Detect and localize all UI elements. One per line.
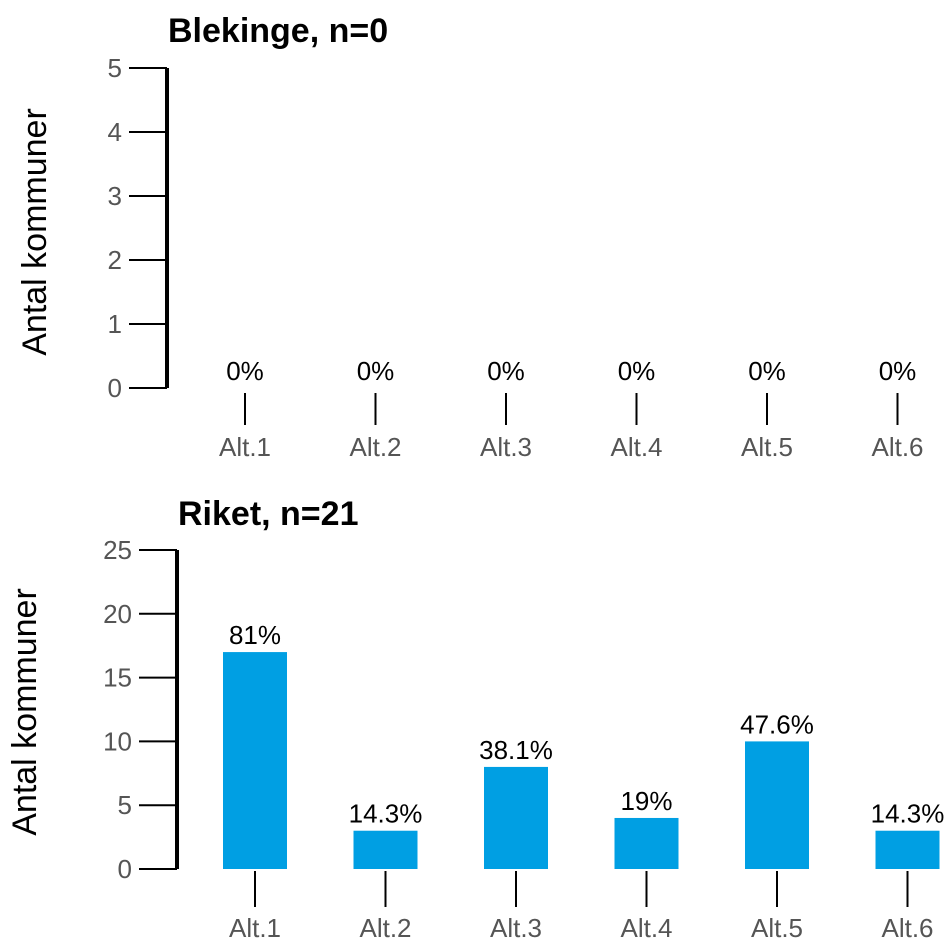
data-label-riket: 19% [620, 786, 672, 816]
y-tick-label-blekinge: 2 [108, 245, 122, 275]
x-tick-label-riket: Alt.3 [490, 913, 542, 943]
x-tick-label-blekinge: Alt.1 [219, 432, 271, 462]
data-label-blekinge: 0% [357, 356, 395, 386]
plot-area-riket: 0 5 10 15 20 25 81% Alt.1 14.3% Alt.2 38.1% Alt.3 19… [103, 535, 944, 943]
y-tick-label-blekinge: 0 [108, 373, 122, 403]
x-tick-label-blekinge: Alt.5 [741, 432, 793, 462]
chart-title-riket: Riket, n=21 [178, 495, 358, 533]
chart-panel-riket: Riket, n=21 Antal kommuner 0 5 10 15 20 25 81%… [6, 495, 944, 943]
data-label-riket: 81% [229, 620, 281, 650]
x-tick-label-riket: Alt.1 [229, 913, 281, 943]
x-tick-label-blekinge: Alt.4 [610, 432, 662, 462]
x-tick-label-riket: Alt.2 [359, 913, 411, 943]
x-tick-label-riket: Alt.5 [751, 913, 803, 943]
chart-title-blekinge: Blekinge, n=0 [168, 12, 388, 50]
y-tick-label-riket: 25 [103, 535, 132, 565]
data-label-blekinge: 0% [487, 356, 525, 386]
y-tick-label-riket: 15 [103, 663, 132, 693]
data-label-blekinge: 0% [748, 356, 786, 386]
y-tick-label-riket: 20 [103, 599, 132, 629]
x-tick-label-blekinge: Alt.2 [349, 432, 401, 462]
bar-riket [614, 817, 679, 869]
x-tick-label-riket: Alt.6 [881, 913, 933, 943]
x-tick-label-riket: Alt.4 [620, 913, 672, 943]
bar-riket [745, 741, 809, 869]
y-axis-label-blekinge: Antal kommuner [16, 108, 54, 356]
data-label-riket: 47.6% [740, 709, 814, 739]
data-label-riket: 38.1% [479, 735, 553, 765]
y-tick-label-blekinge: 5 [108, 53, 122, 83]
y-tick-label-riket: 10 [103, 726, 132, 756]
y-axis-label-riket: Antal kommuner [6, 588, 44, 836]
data-label-blekinge: 0% [226, 356, 264, 386]
x-tick-label-blekinge: Alt.6 [871, 432, 923, 462]
chart-panel-blekinge: Blekinge, n=0 Antal kommuner 0 1 2 3 4 5 0% Alt… [16, 12, 924, 462]
y-tick-label-blekinge: 3 [108, 181, 122, 211]
plot-area-blekinge: 0 1 2 3 4 5 0% Alt.1 0% Alt.2 0% Alt.3 0% Alt.4 0% Alt.… [108, 53, 924, 462]
bar-riket [484, 766, 548, 869]
y-tick-label-blekinge: 1 [108, 309, 122, 339]
x-tick-label-blekinge: Alt.3 [480, 432, 532, 462]
y-tick-label-riket: 0 [118, 854, 132, 884]
bar-riket [353, 830, 418, 869]
bar-riket [875, 830, 940, 869]
bar-riket [223, 652, 287, 869]
y-tick-label-riket: 5 [118, 790, 132, 820]
data-label-blekinge: 0% [879, 356, 917, 386]
y-tick-label-blekinge: 4 [108, 117, 122, 147]
data-label-riket: 14.3% [349, 799, 423, 829]
data-label-riket: 14.3% [871, 799, 945, 829]
data-label-blekinge: 0% [618, 356, 656, 386]
